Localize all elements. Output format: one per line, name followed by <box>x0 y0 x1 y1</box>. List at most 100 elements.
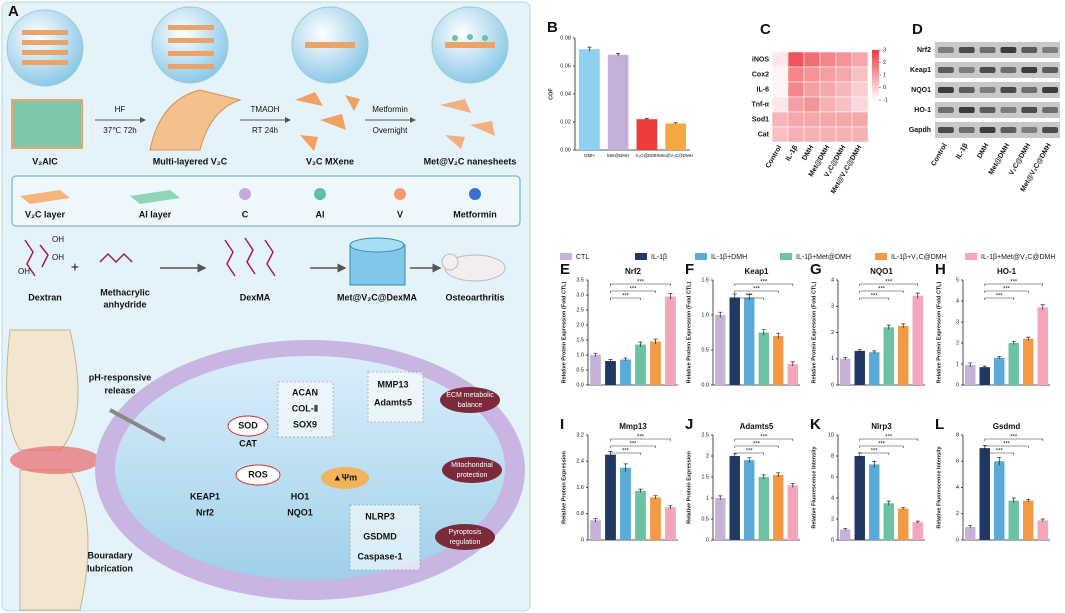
error-bar <box>901 507 906 510</box>
heat-cell <box>819 126 837 143</box>
colorbar-label: -1 <box>883 97 888 103</box>
y-tick-label: 6 <box>831 474 834 480</box>
colorbar-step <box>872 92 879 96</box>
heat-cell <box>851 51 869 68</box>
column-label: Met@V₂C@DMH <box>830 144 863 195</box>
y-tick-label: 1.0 <box>576 352 584 358</box>
bar <box>883 503 894 540</box>
y-tick-label: 3 <box>956 319 959 325</box>
significance-label: *** <box>746 294 754 300</box>
y-tick-label: 2.0 <box>576 322 584 328</box>
blot-band <box>958 67 975 73</box>
significance-label: *** <box>1003 287 1011 293</box>
y-tick-label: 0.5 <box>576 367 584 373</box>
bar <box>912 295 923 385</box>
synth-label: Met@V₂C@DexMA <box>337 292 418 302</box>
blot-bg <box>935 82 1060 98</box>
panel-label: I <box>560 416 564 433</box>
significance-label: *** <box>629 442 637 448</box>
significance-label: *** <box>753 287 761 293</box>
release: release <box>104 385 135 395</box>
significance-label: *** <box>629 287 637 293</box>
error-bar <box>915 520 920 524</box>
significance-bracket <box>984 283 1044 286</box>
significance-bracket <box>859 445 904 448</box>
material: Multi-layered V₂C <box>153 156 228 166</box>
cell-text: regulation <box>450 539 481 546</box>
blot-bg <box>935 122 1060 138</box>
blot-band <box>979 87 996 93</box>
heat-cell <box>851 126 869 143</box>
oh: OH <box>18 267 30 276</box>
y-tick-label: 3 <box>831 304 834 310</box>
blot-band <box>979 107 996 113</box>
significance-bracket <box>984 452 1015 455</box>
cell-text: ROS <box>248 469 268 479</box>
y-axis-label: Relative Protein Expression (Fold CTL) <box>811 281 817 383</box>
bar <box>605 454 616 540</box>
cell-text: ▲Ψm <box>333 472 357 482</box>
y-tick-label: 0.0 <box>701 382 709 388</box>
colorbar-step <box>872 97 879 101</box>
panel-label: F <box>685 261 694 278</box>
significance-label: *** <box>622 449 630 455</box>
cell-text: Mitochondrial <box>451 462 493 469</box>
bar <box>898 325 909 385</box>
significance-label: *** <box>753 442 761 448</box>
row-label: Gapdh <box>909 127 931 134</box>
error-bar <box>668 505 673 509</box>
row-label: Cat <box>758 131 770 138</box>
key-label: V <box>397 209 403 219</box>
materials-illustration <box>11 89 495 151</box>
y-tick-label: 0.04 <box>560 91 571 97</box>
legend-label: IL-1β+V₂C@DMH <box>891 254 947 261</box>
error-bar <box>790 482 795 488</box>
colorbar-step <box>872 90 879 93</box>
bar <box>650 341 661 385</box>
key-label: Al <box>316 209 325 219</box>
key-label: Al layer <box>139 209 172 219</box>
y-tick-label: 2 <box>956 511 959 517</box>
significance-bracket <box>734 438 794 441</box>
row-label: IL-6 <box>757 86 770 93</box>
y-tick-label: 0.08 <box>560 35 571 41</box>
material: V₂AlC <box>32 156 58 166</box>
error-bar <box>843 528 848 531</box>
colorbar-step <box>872 70 879 73</box>
significance-label: *** <box>996 449 1004 455</box>
heat-cell <box>803 51 821 68</box>
bar <box>744 297 755 385</box>
heat-cell <box>835 111 853 128</box>
significance-bracket <box>610 452 641 455</box>
colorbar-step <box>872 67 879 71</box>
bar <box>883 327 894 385</box>
synth-label: Osteoarthritis <box>445 292 504 302</box>
heat-cell <box>819 96 837 113</box>
y-tick-label: 3.5 <box>576 277 584 283</box>
key-label: Metformin <box>453 209 497 219</box>
heat-cell <box>787 126 805 143</box>
cell-text: KEAP1 <box>190 491 220 501</box>
error-bar <box>761 329 766 336</box>
y-tick-label: 1.6 <box>576 485 584 491</box>
blot-band <box>1021 67 1038 73</box>
legend-label: IL-1β+DMH <box>711 254 747 261</box>
y-tick-label: 8 <box>831 453 834 459</box>
y-tick-label: 0 <box>956 537 959 543</box>
column-label: Control <box>930 142 949 167</box>
y-tick-label: 0.5 <box>701 347 709 353</box>
colorbar-step <box>872 65 879 68</box>
significance-label: *** <box>746 449 754 455</box>
synth-label: Dextran <box>28 292 62 302</box>
bar <box>590 520 601 540</box>
cell-text: Pyroptosis <box>449 529 482 536</box>
significance-label: *** <box>1010 435 1018 441</box>
cell-text: GSDMD <box>363 531 397 541</box>
heat-cell <box>851 111 869 128</box>
heat-cell <box>819 66 837 83</box>
significance-bracket <box>859 452 890 455</box>
error-bar <box>1011 340 1016 345</box>
bar <box>715 498 726 540</box>
error-bar <box>593 518 598 522</box>
heat-cell <box>851 96 869 113</box>
